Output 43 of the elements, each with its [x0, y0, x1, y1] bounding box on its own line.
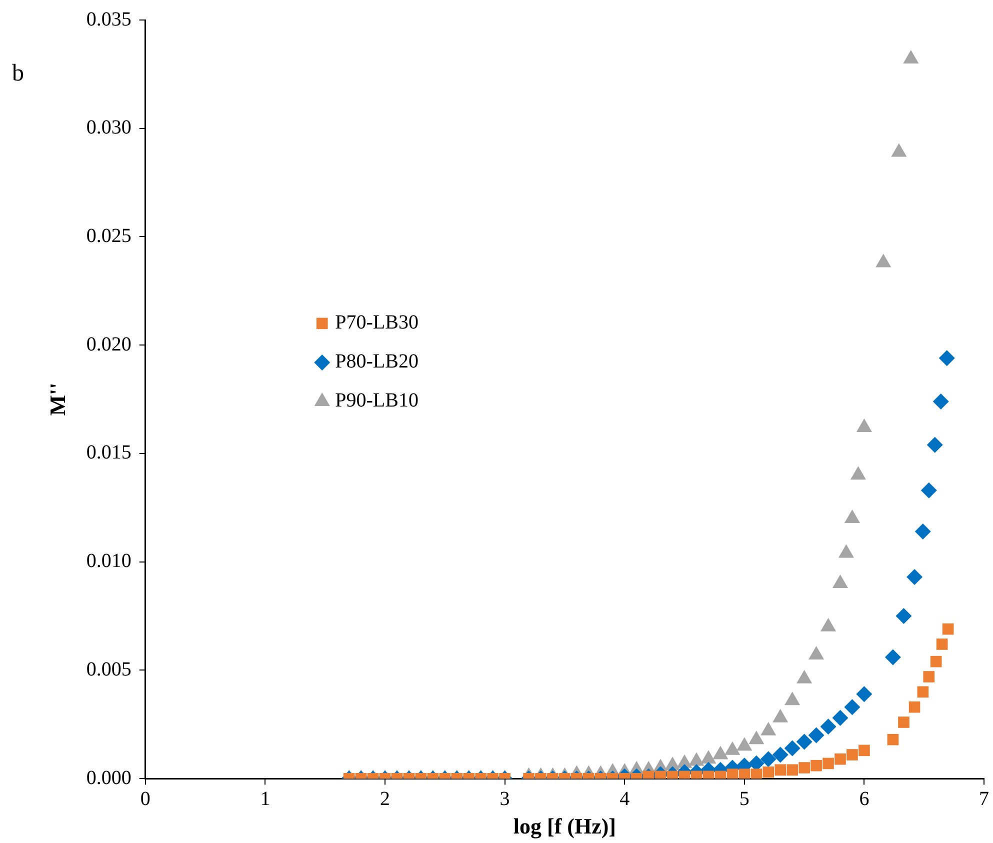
y-tick-label: 0.005 [86, 658, 132, 680]
x-tick-label: 1 [260, 788, 270, 810]
y-tick-label: 0.000 [86, 766, 132, 789]
point [844, 510, 860, 524]
x-tick-label: 5 [739, 788, 750, 810]
point [712, 746, 728, 760]
point [760, 722, 776, 736]
y-tick-label: 0.015 [86, 442, 132, 464]
x-axis-title: log [f (Hz)] [513, 813, 616, 838]
point [724, 741, 740, 755]
y-axis-title: M'' [44, 382, 70, 416]
point [688, 752, 704, 766]
point [784, 692, 800, 706]
x-tick-label: 6 [859, 788, 870, 810]
point [832, 574, 848, 588]
y-tick-label: 0.030 [86, 116, 132, 139]
point [700, 750, 716, 764]
point [748, 730, 764, 744]
x-tick-label: 2 [380, 788, 390, 810]
point [820, 618, 836, 632]
legend-label: P80-LB20 [335, 350, 418, 373]
point [736, 737, 752, 751]
point [926, 436, 943, 453]
y-tick-label: 0.010 [86, 550, 132, 572]
x-tick-label: 4 [620, 788, 630, 810]
point [850, 466, 866, 480]
point [914, 524, 931, 540]
point [808, 646, 824, 660]
legend-label: P70-LB30 [335, 312, 418, 334]
y-tick-label: 0.035 [86, 8, 132, 30]
point [920, 482, 937, 498]
legend-label: P90-LB10 [335, 390, 418, 412]
x-tick-label: 0 [140, 788, 150, 810]
point [772, 708, 788, 722]
point [932, 393, 949, 410]
y-tick-label: 0.025 [86, 224, 132, 247]
x-tick-label: 3 [500, 788, 510, 810]
point [838, 544, 854, 558]
x-tick-label: 7 [979, 788, 989, 810]
point [938, 350, 955, 366]
text: b [12, 60, 24, 86]
point [796, 670, 812, 684]
y-tick-label: 0.020 [86, 333, 132, 356]
